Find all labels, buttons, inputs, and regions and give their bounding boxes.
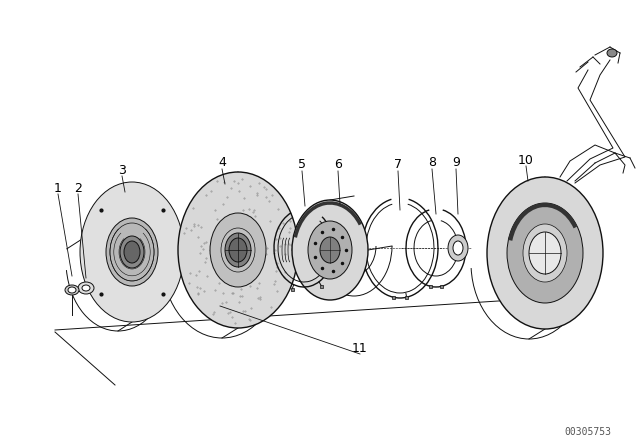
Bar xyxy=(392,296,395,299)
Ellipse shape xyxy=(607,49,617,57)
Ellipse shape xyxy=(453,241,463,255)
Ellipse shape xyxy=(320,237,340,263)
Ellipse shape xyxy=(80,182,184,322)
Ellipse shape xyxy=(507,203,583,303)
Text: 8: 8 xyxy=(428,156,436,169)
Text: 11: 11 xyxy=(352,341,368,354)
Ellipse shape xyxy=(487,177,603,329)
Ellipse shape xyxy=(225,233,251,267)
Text: 5: 5 xyxy=(298,159,306,172)
Bar xyxy=(429,285,432,288)
Ellipse shape xyxy=(65,285,79,295)
Ellipse shape xyxy=(78,282,94,294)
Ellipse shape xyxy=(124,241,140,263)
Text: 1: 1 xyxy=(54,181,62,194)
Ellipse shape xyxy=(448,235,468,261)
Text: 7: 7 xyxy=(394,159,402,172)
Text: 00305753: 00305753 xyxy=(564,427,611,437)
Ellipse shape xyxy=(210,213,266,287)
Bar xyxy=(291,288,294,291)
Ellipse shape xyxy=(120,236,144,268)
Ellipse shape xyxy=(82,285,90,291)
Text: 3: 3 xyxy=(118,164,126,177)
Text: 10: 10 xyxy=(518,154,534,167)
Bar xyxy=(440,285,443,288)
Text: 9: 9 xyxy=(452,156,460,169)
Ellipse shape xyxy=(292,200,368,300)
Ellipse shape xyxy=(178,172,298,328)
Ellipse shape xyxy=(523,224,567,282)
Text: 4: 4 xyxy=(218,156,226,169)
Ellipse shape xyxy=(68,287,76,293)
Ellipse shape xyxy=(229,238,247,262)
Bar xyxy=(320,284,323,288)
Bar xyxy=(405,296,408,299)
Ellipse shape xyxy=(308,221,352,279)
Text: 2: 2 xyxy=(74,181,82,194)
Text: 6: 6 xyxy=(334,159,342,172)
Ellipse shape xyxy=(106,218,158,286)
Ellipse shape xyxy=(529,232,561,274)
